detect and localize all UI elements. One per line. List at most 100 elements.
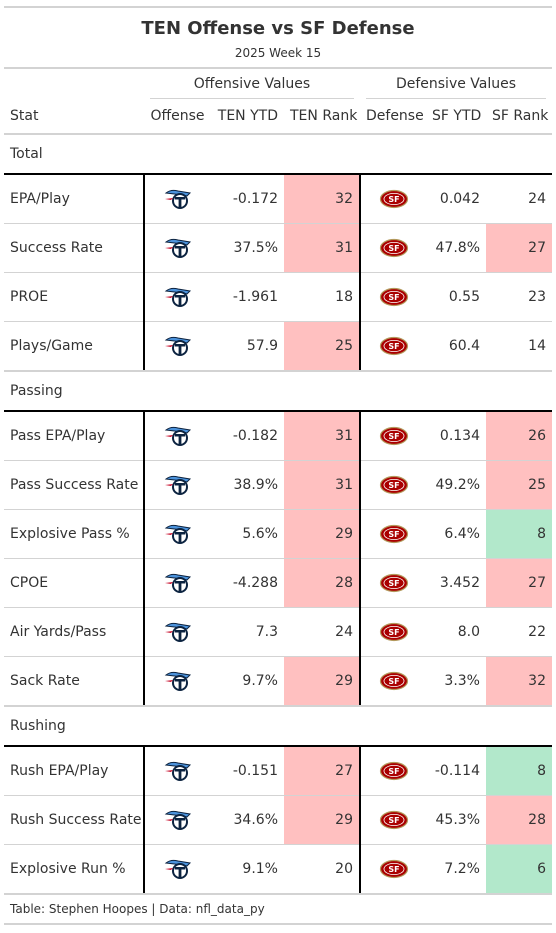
ten-ytd-value: -0.172	[211, 174, 284, 224]
titans-logo-icon	[163, 622, 193, 642]
sf-rank-value: 24	[486, 174, 552, 224]
group-label: Total	[4, 134, 552, 175]
titans-logo-icon	[163, 287, 193, 307]
group-label: Rushing	[4, 706, 552, 747]
col-header-ten-rank: TEN Rank	[284, 99, 360, 135]
table-row: Explosive Pass % 5.6% 29 SF 6.4% 8	[4, 509, 552, 559]
table-row: EPA/Play -0.172 32 SF 0.042 24	[4, 174, 552, 224]
stats-table-card: TEN Offense vs SF Defense 2025 Week 15 O…	[4, 6, 552, 925]
table-row: Success Rate 37.5% 31 SF 47.8% 27	[4, 223, 552, 273]
sf-rank-value: 8	[486, 509, 552, 559]
sf-ytd-value: 0.55	[426, 272, 486, 322]
table-row: Plays/Game 57.9 25 SF 60.4 14	[4, 321, 552, 372]
offense-logo-cell	[143, 656, 211, 707]
col-header-defense: Defense	[360, 99, 426, 135]
49ers-logo-icon: SF	[379, 475, 409, 495]
ten-ytd-value: 5.6%	[211, 509, 284, 559]
defense-logo-cell: SF	[360, 844, 426, 895]
defense-logo-cell: SF	[360, 558, 426, 608]
ten-ytd-value: 7.3	[211, 607, 284, 657]
defense-logo-cell: SF	[360, 746, 426, 796]
svg-text:SF: SF	[388, 244, 399, 253]
stat-label: CPOE	[4, 558, 144, 608]
table-row: Explosive Run % 9.1% 20 SF 7.2% 6	[4, 844, 552, 895]
spanner-row: Offensive Values Defensive Values	[4, 69, 552, 99]
ten-rank-value: 24	[284, 607, 361, 657]
group-header-row: Passing	[4, 371, 552, 412]
column-header-row: Stat Offense TEN YTD TEN Rank Defense SF…	[4, 99, 552, 135]
offense-logo-cell	[143, 411, 211, 461]
stat-label: Pass EPA/Play	[4, 411, 144, 461]
sf-rank-value: 8	[486, 746, 552, 796]
defensive-values-spanner: Defensive Values	[360, 69, 552, 99]
49ers-logo-icon: SF	[379, 238, 409, 258]
stat-label: Explosive Run %	[4, 844, 144, 895]
ten-rank-value: 25	[284, 321, 361, 372]
ten-ytd-value: 9.1%	[211, 844, 284, 895]
offense-logo-cell	[143, 558, 211, 608]
stat-label: Rush EPA/Play	[4, 746, 144, 796]
svg-text:SF: SF	[388, 481, 399, 490]
titans-logo-icon	[163, 426, 193, 446]
ten-rank-value: 31	[284, 411, 361, 461]
ten-ytd-value: -1.961	[211, 272, 284, 322]
titans-logo-icon	[163, 336, 193, 356]
svg-text:SF: SF	[388, 293, 399, 302]
49ers-logo-icon: SF	[379, 524, 409, 544]
sf-ytd-value: 3.3%	[426, 656, 486, 707]
sf-ytd-value: 49.2%	[426, 460, 486, 510]
sf-ytd-value: 8.0	[426, 607, 486, 657]
stat-label: Pass Success Rate	[4, 460, 144, 510]
sf-ytd-value: 7.2%	[426, 844, 486, 895]
group-label: Passing	[4, 371, 552, 412]
table-row: Pass Success Rate 38.9% 31 SF 49.2% 25	[4, 460, 552, 510]
ten-rank-value: 20	[284, 844, 361, 895]
svg-text:SF: SF	[388, 865, 399, 874]
ten-rank-value: 28	[284, 558, 361, 608]
stat-label: Air Yards/Pass	[4, 607, 144, 657]
ten-rank-value: 18	[284, 272, 361, 322]
table-title: TEN Offense vs SF Defense	[141, 18, 415, 39]
stat-label: Explosive Pass %	[4, 509, 144, 559]
49ers-logo-icon: SF	[379, 810, 409, 830]
top-rule	[4, 6, 552, 8]
ten-ytd-value: -0.182	[211, 411, 284, 461]
ten-ytd-value: 57.9	[211, 321, 284, 372]
titans-logo-icon	[163, 573, 193, 593]
49ers-logo-icon: SF	[379, 761, 409, 781]
titans-logo-icon	[163, 671, 193, 691]
sf-ytd-value: -0.114	[426, 746, 486, 796]
titans-logo-icon	[163, 524, 193, 544]
sf-rank-value: 22	[486, 607, 552, 657]
svg-text:SF: SF	[388, 677, 399, 686]
comparison-table: Offensive Values Defensive Values Stat O…	[4, 69, 552, 895]
svg-text:SF: SF	[388, 342, 399, 351]
ten-rank-value: 29	[284, 656, 361, 707]
sf-rank-value: 26	[486, 411, 552, 461]
defense-logo-cell: SF	[360, 795, 426, 845]
sf-rank-value: 6	[486, 844, 552, 895]
col-header-offense: Offense	[144, 99, 211, 135]
table-row: Rush Success Rate 34.6% 29 SF 45.3% 28	[4, 795, 552, 845]
sf-rank-value: 23	[486, 272, 552, 322]
ten-ytd-value: 37.5%	[211, 223, 284, 273]
sf-ytd-value: 45.3%	[426, 795, 486, 845]
sf-rank-value: 25	[486, 460, 552, 510]
sf-rank-value: 27	[486, 223, 552, 273]
49ers-logo-icon: SF	[379, 622, 409, 642]
sf-ytd-value: 0.134	[426, 411, 486, 461]
table-row: Pass EPA/Play -0.182 31 SF 0.134 26	[4, 411, 552, 461]
defense-logo-cell: SF	[360, 272, 426, 322]
defense-logo-cell: SF	[360, 223, 426, 273]
table-row: CPOE -4.288 28 SF 3.452 27	[4, 558, 552, 608]
defense-logo-cell: SF	[360, 509, 426, 559]
offense-logo-cell	[143, 509, 211, 559]
ten-ytd-value: 9.7%	[211, 656, 284, 707]
table-row: Sack Rate 9.7% 29 SF 3.3% 32	[4, 656, 552, 707]
sf-rank-value: 28	[486, 795, 552, 845]
49ers-logo-icon: SF	[379, 671, 409, 691]
sf-rank-value: 14	[486, 321, 552, 372]
sf-rank-value: 32	[486, 656, 552, 707]
titans-logo-icon	[163, 761, 193, 781]
defense-logo-cell: SF	[360, 460, 426, 510]
